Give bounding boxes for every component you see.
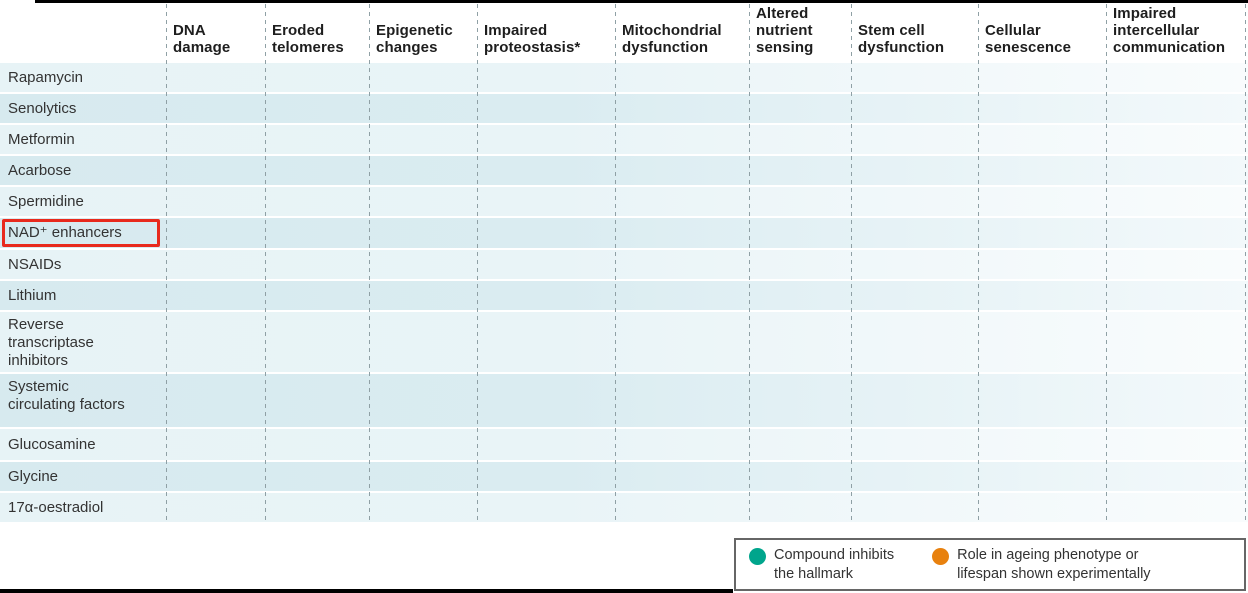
column-header-2: Eroded telomeres: [272, 22, 344, 57]
column-header-4: Impaired proteostasis*: [484, 22, 581, 57]
row-label: Glucosamine: [8, 435, 96, 453]
table-row: Lithium: [0, 281, 1248, 310]
header-corner-spacer: [0, 0, 166, 63]
table-row: Glycine: [0, 462, 1248, 491]
column-header-3: Epigenetic changes: [376, 22, 453, 57]
column-header-8: Cellular senescence: [985, 22, 1072, 57]
legend-box: Compound inhibits the hallmark Role in a…: [734, 538, 1246, 591]
legend-item-inhibits: Compound inhibits the hallmark: [749, 546, 894, 584]
row-label: Spermidine: [8, 192, 84, 210]
column-header-1: DNA damage: [173, 22, 231, 57]
row-band-background: [0, 493, 1248, 522]
row-label: Senolytics: [8, 99, 77, 117]
table-row: Metformin: [0, 125, 1248, 154]
row-label: Lithium: [8, 286, 57, 304]
row-label: Rapamycin: [8, 68, 84, 86]
row-band-background: [0, 63, 1248, 92]
table-row: 17α-oestradiol: [0, 493, 1248, 522]
row-band-background: [0, 187, 1248, 216]
row-label: NAD⁺ enhancers: [0, 218, 166, 248]
column-header-5: Mitochondrial dysfunction: [622, 22, 722, 57]
column-header-6: Altered nutrient sensing: [756, 5, 814, 57]
row-label: 17α-oestradiol: [8, 498, 104, 516]
row-band-background: [0, 250, 1248, 279]
legend-label-experimental: Role in ageing phenotype or lifespan sho…: [957, 546, 1151, 582]
legend-item-experimental: Role in ageing phenotype or lifespan sho…: [932, 546, 1151, 584]
column-header-row: DNA damage Eroded telomeres Epigenetic cha…: [0, 0, 1248, 63]
row-band-background: [0, 429, 1248, 460]
row-label: Reverse transcriptase inhibitors: [8, 316, 94, 369]
row-band-background: [0, 462, 1248, 491]
table-row: Systemic circulating factors: [0, 374, 1248, 427]
table-row: Rapamycin: [0, 63, 1248, 92]
row-band-background: [0, 281, 1248, 310]
table-row: Reverse transcriptase inhibitors: [0, 312, 1248, 372]
row-band-background: [0, 125, 1248, 154]
figure-top-border: [35, 0, 1248, 3]
column-header-9: Impaired intercellular communication: [1113, 5, 1226, 57]
row-label: Metformin: [8, 130, 75, 148]
highlight-box: [2, 219, 160, 247]
table-row: NAD⁺ enhancers: [0, 218, 1248, 248]
row-band-background: [0, 94, 1248, 123]
experimental-dot-icon: [932, 547, 950, 565]
compound-hallmark-matrix: DNA damage Eroded telomeres Epigenetic cha…: [0, 0, 1248, 523]
column-header-7: Stem cell dysfunction: [858, 22, 945, 57]
table-row: Senolytics: [0, 94, 1248, 123]
row-band-background: [0, 312, 1248, 372]
figure-bottom-border: [0, 589, 733, 593]
row-label: NSAIDs: [8, 255, 62, 273]
matrix-rows: Rapamycin Senolytics Metformin Acarbose Sper…: [0, 63, 1248, 522]
table-row: Glucosamine: [0, 429, 1248, 460]
table-row: Acarbose: [0, 156, 1248, 185]
legend-label-inhibits: Compound inhibits the hallmark: [774, 546, 895, 582]
row-band-background: [0, 156, 1248, 185]
row-label: Systemic circulating factors: [8, 378, 125, 413]
row-label: Glycine: [8, 467, 59, 485]
row-band-background: [0, 374, 1248, 427]
table-row: NSAIDs: [0, 250, 1248, 279]
row-band-background: [0, 218, 1248, 248]
row-label: Acarbose: [8, 161, 72, 179]
table-row: Spermidine: [0, 187, 1248, 216]
inhibits-dot-icon: [749, 547, 766, 565]
